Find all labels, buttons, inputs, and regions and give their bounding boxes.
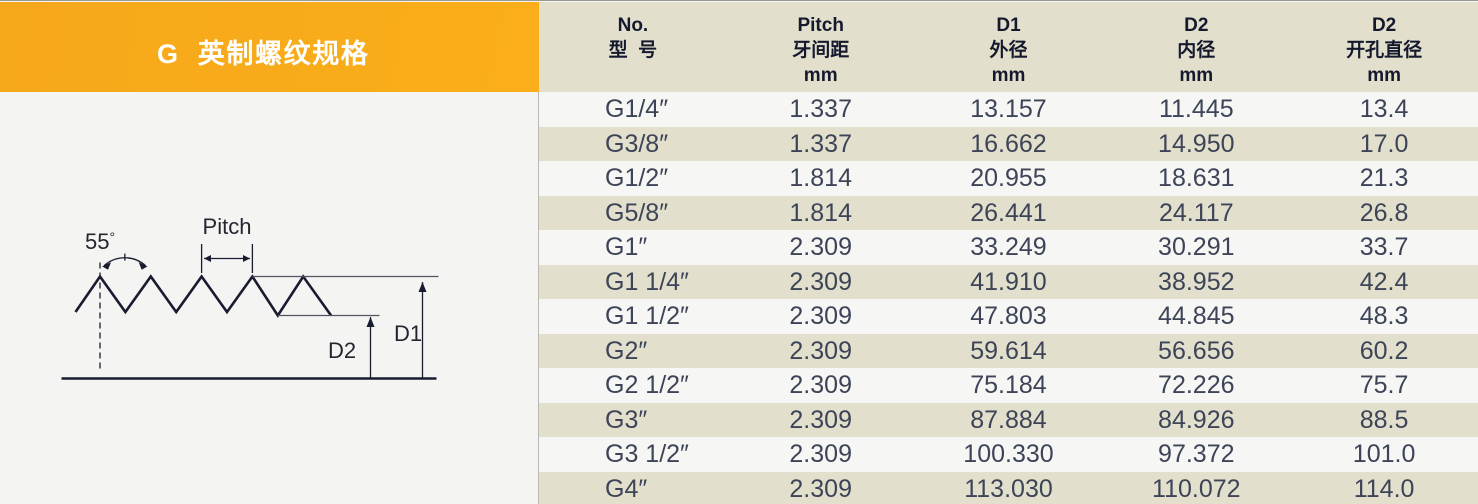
svg-text:D1: D1 <box>394 321 422 346</box>
svg-text:55°: 55° <box>85 229 115 254</box>
svg-text:Pitch: Pitch <box>203 214 252 239</box>
svg-text:D2: D2 <box>328 338 356 363</box>
